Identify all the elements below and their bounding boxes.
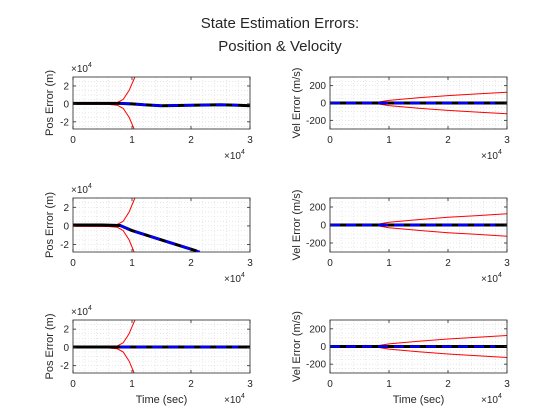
y-exponent-label: ×104 (71, 183, 92, 196)
x-exponent-base: ×10 (224, 395, 241, 406)
y-exponent-base: ×10 (71, 307, 88, 318)
y-tick-label: 2 (63, 81, 69, 92)
x-exponent-base: ×10 (224, 274, 241, 285)
x-tick-label: 2 (188, 135, 194, 146)
x-tick-label: 3 (504, 258, 510, 269)
series-group (73, 320, 250, 373)
x-exponent-power: 4 (241, 272, 245, 279)
y-axis-label: Vel Error (m/s) (291, 190, 303, 261)
x-exponent-base: ×10 (481, 395, 498, 406)
x-tick-label: 1 (386, 379, 392, 390)
y-tick-label: 200 (309, 324, 326, 335)
x-tick-label: 2 (188, 258, 194, 269)
y-axis-label: Pos Error (m) (44, 70, 56, 136)
x-tick-label: 0 (70, 258, 76, 269)
grid (72, 197, 251, 252)
x-exponent-label: ×104 (481, 272, 502, 285)
y-tick-label: -2 (60, 361, 69, 372)
y-axis-label: Pos Error (m) (44, 192, 56, 258)
x-exponent-label: ×104 (224, 272, 245, 285)
x-tick-label: 0 (327, 135, 333, 146)
x-tick-label: 1 (129, 379, 135, 390)
y-tick-label: -2 (60, 117, 69, 128)
series-group (330, 335, 507, 358)
x-axis-label: Time (sec) (393, 394, 445, 406)
x-exponent-power: 4 (241, 149, 245, 156)
y-exponent-base: ×10 (71, 64, 88, 75)
y-tick-label: 200 (309, 203, 326, 214)
y-tick-label: 200 (309, 81, 326, 92)
x-tick-label: 0 (70, 135, 76, 146)
y-exponent-power: 4 (88, 305, 92, 312)
x-tick-label: 2 (445, 135, 451, 146)
y-tick-label: 0 (63, 343, 69, 354)
x-exponent-label: ×104 (224, 393, 245, 406)
y-axis-label: Vel Error (m/s) (291, 311, 303, 382)
x-tick-label: 3 (247, 379, 253, 390)
x-tick-label: 2 (188, 379, 194, 390)
x-tick-label: 1 (129, 135, 135, 146)
y-exponent-label: ×104 (71, 62, 92, 75)
x-exponent-power: 4 (498, 393, 502, 400)
x-axis-label: Time (sec) (136, 394, 188, 406)
figure-title-line1: State Estimation Errors: (201, 15, 359, 32)
x-exponent-power: 4 (241, 393, 245, 400)
x-exponent-power: 4 (498, 272, 502, 279)
y-tick-label: 0 (320, 99, 326, 110)
x-exponent-label: ×104 (481, 393, 502, 406)
x-tick-label: 0 (327, 379, 333, 390)
y-tick-label: 0 (320, 342, 326, 353)
figure-title-line2: Position & Velocity (218, 38, 342, 55)
y-exponent-power: 4 (88, 62, 92, 69)
x-tick-label: 3 (504, 135, 510, 146)
axes-box (72, 197, 251, 253)
x-exponent-base: ×10 (224, 151, 241, 162)
y-tick-label: 0 (63, 99, 69, 110)
y-tick-label: -200 (306, 239, 326, 250)
x-tick-label: 3 (247, 258, 253, 269)
x-tick-label: 3 (247, 135, 253, 146)
y-tick-label: -2 (60, 240, 69, 251)
x-tick-label: 0 (327, 258, 333, 269)
y-tick-label: 0 (63, 221, 69, 232)
x-exponent-label: ×104 (224, 149, 245, 162)
x-tick-label: 1 (129, 258, 135, 269)
x-exponent-base: ×10 (481, 274, 498, 285)
y-tick-label: 0 (320, 221, 326, 232)
axes-box (72, 76, 251, 130)
x-tick-label: 2 (445, 379, 451, 390)
y-tick-label: -200 (306, 360, 326, 371)
x-exponent-base: ×10 (481, 151, 498, 162)
axes-box (72, 319, 251, 374)
series-group (330, 91, 507, 115)
grid (72, 76, 251, 129)
x-exponent-label: ×104 (481, 149, 502, 162)
y-axis-label: Pos Error (m) (44, 314, 56, 380)
y-tick-label: 2 (63, 203, 69, 214)
y-tick-label: 2 (63, 325, 69, 336)
series-group (73, 77, 250, 129)
y-exponent-base: ×10 (71, 185, 88, 196)
y-axis-label: Vel Error (m/s) (291, 68, 303, 139)
x-exponent-power: 4 (498, 149, 502, 156)
series-line-filter (119, 224, 201, 252)
series-line-filter (120, 102, 239, 107)
y-tick-label: -200 (306, 116, 326, 127)
y-exponent-power: 4 (88, 183, 92, 190)
y-exponent-label: ×104 (71, 305, 92, 318)
series-group (330, 213, 507, 237)
x-tick-label: 1 (386, 258, 392, 269)
x-tick-label: 3 (504, 379, 510, 390)
x-tick-label: 1 (386, 135, 392, 146)
x-tick-label: 2 (445, 258, 451, 269)
x-tick-label: 0 (70, 379, 76, 390)
